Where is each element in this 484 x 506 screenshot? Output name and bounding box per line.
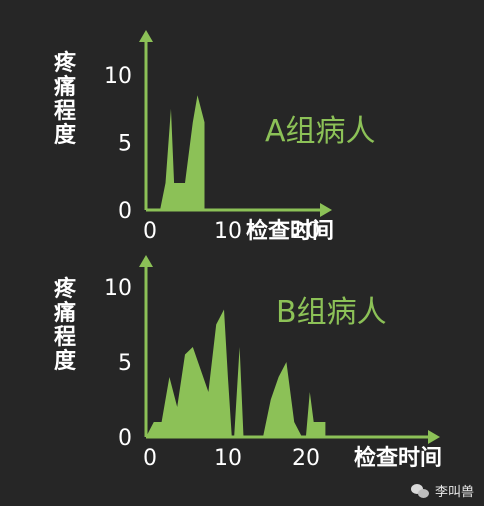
y-tick-label: 10: [104, 276, 132, 301]
chart-title: B组病人: [276, 295, 387, 330]
x-tick-label: 0: [143, 219, 157, 244]
y-axis-label-char: 疼: [54, 276, 77, 302]
chart-title: A组病人: [265, 114, 376, 149]
y-tick-label: 0: [118, 426, 132, 451]
y-axis-label-char: 痛: [54, 300, 76, 326]
x-tick-label: 10: [214, 219, 242, 244]
area-series: [152, 95, 204, 210]
watermark: 李叫兽: [411, 481, 474, 500]
y-tick-label: 5: [118, 351, 132, 376]
wechat-icon: [411, 484, 429, 498]
y-tick-label: 5: [118, 132, 132, 157]
x-tick-label: 0: [143, 446, 157, 471]
y-axis-label-char: 痛: [54, 74, 76, 100]
y-axis-arrow-icon: [139, 30, 153, 42]
y-axis-label-char: 程: [54, 99, 76, 124]
x-tick-label: 20: [292, 446, 320, 471]
watermark-text: 李叫兽: [435, 481, 474, 500]
x-axis-label: 检查时间: [246, 218, 334, 244]
y-tick-label: 0: [118, 199, 132, 224]
y-axis-label-char: 疼: [54, 50, 77, 76]
x-axis-label: 检查时间: [354, 445, 442, 471]
y-axis-label-char: 程: [54, 325, 76, 350]
y-axis-label-char: 度: [54, 348, 77, 374]
x-axis-arrow-icon: [320, 203, 332, 217]
y-axis-label-char: 度: [54, 122, 77, 148]
y-tick-label: 10: [104, 64, 132, 89]
y-axis-arrow-icon: [139, 255, 153, 267]
x-tick-label: 10: [214, 446, 242, 471]
x-axis-arrow-icon: [428, 430, 440, 444]
